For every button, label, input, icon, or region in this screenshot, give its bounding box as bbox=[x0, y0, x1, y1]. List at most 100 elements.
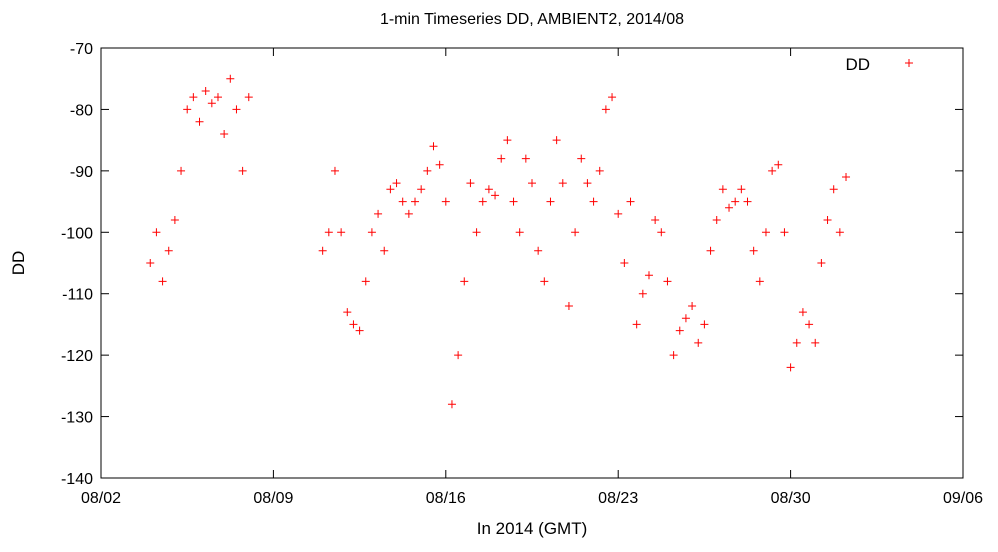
y-tick-label: -110 bbox=[62, 287, 93, 304]
data-point bbox=[632, 320, 641, 329]
data-point bbox=[798, 308, 807, 317]
data-point bbox=[177, 166, 186, 175]
y-tick-label: -130 bbox=[61, 410, 93, 427]
x-axis-label: In 2014 (GMT) bbox=[477, 519, 588, 538]
data-point bbox=[540, 277, 549, 286]
data-point bbox=[497, 154, 506, 163]
data-point bbox=[761, 228, 770, 237]
x-tick-label: 08/09 bbox=[253, 490, 293, 507]
data-point bbox=[343, 308, 352, 317]
data-point bbox=[189, 93, 198, 102]
data-point bbox=[152, 228, 161, 237]
data-point bbox=[583, 179, 592, 188]
data-point bbox=[718, 185, 727, 194]
data-point bbox=[657, 228, 666, 237]
data-point bbox=[552, 136, 561, 145]
data-point bbox=[577, 154, 586, 163]
data-point bbox=[786, 363, 795, 372]
data-point bbox=[509, 197, 518, 206]
data-point bbox=[337, 228, 346, 237]
data-point bbox=[435, 160, 444, 169]
data-point bbox=[601, 105, 610, 114]
data-point bbox=[398, 197, 407, 206]
plot-frame bbox=[100, 47, 964, 479]
data-point bbox=[423, 166, 432, 175]
data-point bbox=[170, 216, 179, 224]
data-point bbox=[842, 173, 851, 181]
data-point bbox=[620, 259, 629, 267]
data-point bbox=[164, 246, 173, 255]
data-point bbox=[195, 117, 204, 126]
data-point bbox=[411, 197, 420, 206]
data-point bbox=[232, 105, 241, 114]
data-point bbox=[829, 185, 838, 194]
data-point bbox=[466, 179, 475, 188]
y-tick-label: -140 bbox=[61, 471, 93, 488]
data-point bbox=[835, 228, 844, 237]
data-point bbox=[644, 271, 653, 280]
data-point bbox=[374, 209, 383, 218]
legend-marker-dd bbox=[905, 59, 913, 67]
data-point bbox=[183, 105, 192, 114]
y-tick-label: -100 bbox=[61, 225, 93, 242]
data-point bbox=[201, 87, 210, 95]
data-point bbox=[460, 277, 469, 286]
data-point bbox=[355, 326, 364, 335]
chart-title: 1-min Timeseries DD, AMBIENT2, 2014/08 bbox=[380, 11, 684, 28]
data-point bbox=[595, 166, 604, 175]
data-point bbox=[626, 197, 635, 206]
data-point bbox=[681, 314, 690, 323]
data-point bbox=[220, 130, 229, 138]
y-axis: -70 -80 -90 -100 -110 -120 -130 -140 bbox=[61, 41, 963, 488]
data-point bbox=[491, 191, 500, 200]
data-point bbox=[454, 351, 463, 360]
data-point bbox=[318, 246, 327, 255]
data-point bbox=[472, 228, 481, 237]
data-point bbox=[484, 185, 493, 194]
y-tick-label: -80 bbox=[70, 102, 93, 119]
data-point bbox=[675, 326, 684, 335]
data-point bbox=[663, 277, 672, 286]
data-point bbox=[478, 197, 487, 206]
legend-marker-plus bbox=[905, 59, 913, 67]
data-point bbox=[694, 338, 703, 347]
data-point bbox=[817, 259, 826, 267]
x-axis: 08/02 08/09 08/16 08/23 08/30 09/06 bbox=[81, 48, 983, 507]
data-point bbox=[380, 246, 389, 255]
data-point bbox=[669, 351, 678, 360]
data-point bbox=[571, 228, 580, 237]
x-tick-label: 08/23 bbox=[598, 490, 638, 507]
data-point bbox=[441, 197, 450, 206]
data-point bbox=[558, 179, 567, 188]
x-tick-label: 08/16 bbox=[426, 490, 466, 507]
data-point bbox=[404, 209, 413, 218]
data-point bbox=[638, 289, 647, 298]
data-point bbox=[528, 179, 536, 188]
data-point bbox=[589, 197, 598, 206]
x-tick-label: 08/30 bbox=[771, 490, 811, 507]
data-point bbox=[725, 203, 734, 212]
data-point bbox=[534, 246, 543, 255]
series-dd-points bbox=[146, 74, 851, 409]
data-point bbox=[207, 99, 216, 108]
data-point bbox=[392, 179, 401, 188]
data-point bbox=[780, 228, 789, 237]
y-axis-label: DD bbox=[9, 251, 28, 276]
data-point bbox=[503, 136, 512, 145]
data-point bbox=[700, 320, 709, 329]
data-point bbox=[743, 197, 752, 206]
data-point bbox=[244, 93, 253, 102]
data-point bbox=[324, 228, 333, 237]
data-point bbox=[361, 277, 370, 286]
data-point bbox=[386, 185, 395, 194]
data-point bbox=[774, 160, 783, 169]
x-tick-label: 08/02 bbox=[81, 490, 121, 507]
data-point bbox=[226, 74, 235, 83]
data-point bbox=[429, 142, 438, 151]
data-point bbox=[546, 197, 555, 206]
data-point bbox=[447, 400, 456, 409]
data-point bbox=[731, 197, 740, 206]
legend-label-dd: DD bbox=[845, 55, 870, 74]
data-point bbox=[792, 338, 801, 347]
data-point bbox=[158, 277, 167, 286]
